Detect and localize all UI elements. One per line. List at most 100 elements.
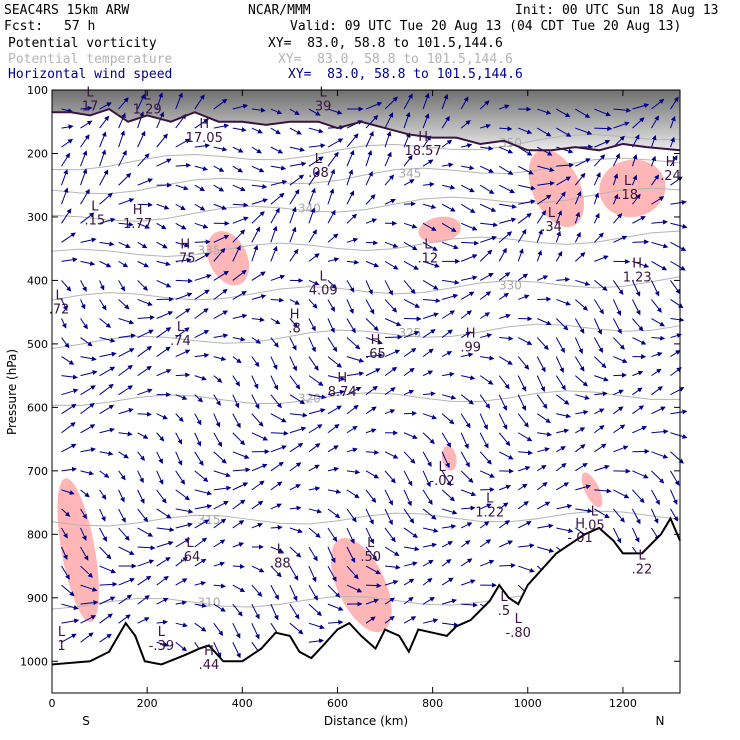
extrema-value: -.02 [429, 474, 454, 489]
wind-vector [61, 443, 77, 453]
wind-vector [80, 260, 96, 266]
wind-vector [594, 280, 608, 291]
wind-vector [175, 451, 183, 466]
wind-vector [80, 237, 97, 243]
wind-vector [631, 527, 640, 543]
wind-vector [670, 409, 688, 415]
wind-vector [575, 158, 591, 167]
wind-vector [384, 579, 399, 586]
wind-vector [422, 279, 439, 290]
pv-shaded-region [418, 216, 461, 243]
wind-vector [327, 445, 339, 453]
wind-vector [251, 413, 264, 427]
wind-vector [461, 375, 476, 381]
x-tick-label: 400 [232, 697, 253, 710]
wind-vector [99, 241, 115, 247]
pv-shaded-region [330, 537, 392, 633]
wind-vector [422, 596, 435, 605]
wind-vector [118, 112, 126, 129]
wind-vector [384, 451, 399, 459]
wind-vector [441, 394, 457, 400]
wind-vector [232, 482, 249, 491]
wind-vector [175, 349, 191, 358]
extrema-type: L [624, 174, 632, 189]
wind-vector [384, 546, 400, 557]
wind-vector [632, 103, 650, 110]
wind-vector [232, 563, 245, 569]
extrema-type: L [186, 536, 194, 551]
wind-vector [61, 489, 75, 495]
wind-vector [498, 165, 514, 175]
wind-vector [631, 174, 638, 186]
wind-vector [175, 578, 188, 586]
wind-vector [498, 520, 510, 529]
wind-vector-layer [61, 92, 688, 659]
field-wind-name: Horizontal wind speed [8, 67, 173, 82]
wind-vector [517, 394, 527, 411]
wind-vector [442, 184, 456, 190]
wind-vector [213, 333, 229, 339]
terrain-layer [51, 516, 681, 693]
wind-vector [499, 217, 517, 224]
wind-vector [308, 299, 318, 309]
wind-vector [61, 422, 76, 434]
wind-vector [327, 188, 335, 205]
wind-vector [270, 127, 281, 135]
wind-vector [175, 278, 193, 284]
wind-vector [61, 169, 68, 186]
wind-vector [194, 118, 209, 129]
extrema-type: L [320, 269, 328, 284]
wind-vector [556, 176, 572, 186]
wind-vector [232, 216, 249, 224]
extrema-value: 17.05 [186, 131, 223, 146]
wind-vector [232, 622, 241, 639]
wind-vector [479, 521, 490, 529]
wind-vector [99, 404, 115, 415]
wind-vector [346, 584, 363, 593]
wind-vector [270, 481, 283, 491]
wind-vector [670, 432, 688, 439]
wind-vector [518, 465, 531, 472]
wind-vector [213, 310, 229, 319]
wind-vector [365, 114, 379, 129]
wind-vector [461, 352, 474, 358]
wind-vector [651, 489, 660, 506]
wind-vector [632, 405, 645, 415]
wind-vector [99, 337, 116, 343]
wind-vector [61, 299, 68, 311]
wind-vector [213, 451, 227, 464]
wind-vector [289, 146, 305, 152]
y-tick-label: 400 [27, 274, 48, 287]
wind-vector [498, 272, 511, 281]
wind-vector [460, 558, 473, 567]
wind-vector [327, 318, 335, 334]
wind-vector [613, 389, 624, 396]
wind-vector [441, 489, 455, 502]
wind-vector [327, 603, 344, 611]
wind-vector [346, 213, 357, 224]
wind-vector [480, 222, 499, 228]
wind-vector [632, 470, 649, 479]
wind-vector [137, 222, 151, 229]
wind-vector [61, 603, 79, 610]
wind-vector [346, 169, 354, 186]
wind-vector [594, 488, 612, 494]
wind-vector [517, 432, 533, 442]
wind-vector [442, 371, 455, 377]
wind-vector [99, 260, 112, 268]
theta-contour [51, 230, 681, 257]
wind-vector [441, 222, 457, 232]
wind-vector [613, 489, 630, 499]
wind-vector [118, 221, 134, 227]
wind-vector [670, 317, 685, 323]
wind-vector [593, 318, 602, 335]
wind-vector [99, 450, 114, 456]
extrema-type: L [515, 612, 523, 627]
wind-vector [61, 280, 72, 292]
wind-vector [365, 101, 383, 110]
wind-vector [308, 207, 316, 224]
wind-vector [175, 432, 183, 445]
extrema-type: L [158, 625, 166, 640]
wind-vector [365, 299, 375, 315]
